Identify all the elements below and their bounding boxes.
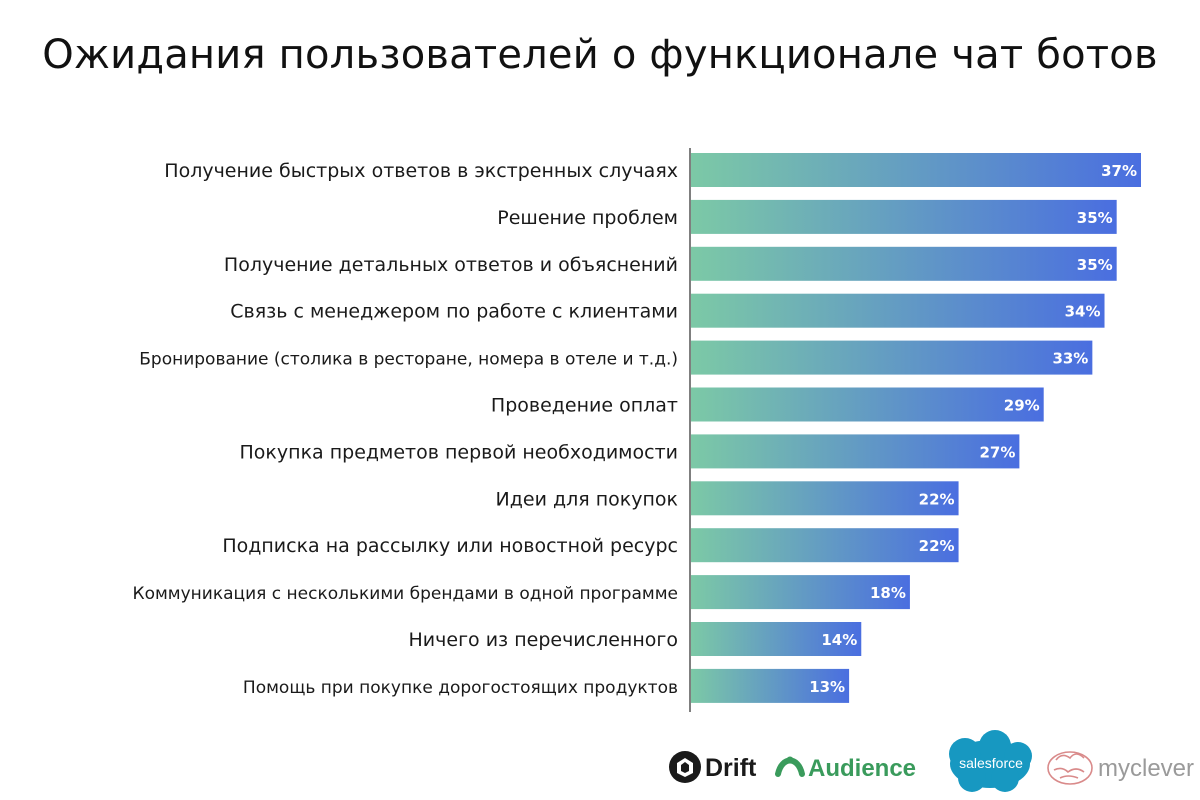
category-label-8: Идеи для покупок <box>496 488 678 510</box>
bar-value-label-7: 27% <box>979 443 1015 461</box>
category-label-4: Связь с менеджером по работе с клиентами <box>230 301 678 323</box>
bar-7 <box>691 434 1020 469</box>
bar-6 <box>691 387 1044 422</box>
category-label-3: Получение детальных ответов и объяснений <box>224 254 678 276</box>
bar-value-label-4: 34% <box>1065 303 1101 321</box>
bars-group: 37% Получение быстрых ответов в экстренны… <box>133 153 1141 703</box>
salesforce-cloud-icon <box>949 730 1032 792</box>
category-label-1: Получение быстрых ответов в экстренных с… <box>164 160 678 182</box>
chart-title: Ожидания пользователей о функционале чат… <box>42 32 1158 78</box>
salesforce-wordmark: salesforce <box>959 755 1023 771</box>
category-label-10: Коммуникация с несколькими брендами в од… <box>133 584 679 604</box>
category-label-2: Решение проблем <box>497 207 678 229</box>
bar-value-label-3: 35% <box>1077 256 1113 274</box>
partner-logos: Drift Audience salesforce myclever <box>669 730 1194 792</box>
drift-icon <box>669 751 701 783</box>
category-label-7: Покупка предметов первой необходимости <box>240 441 678 463</box>
myclever-wordmark: myclever <box>1098 755 1194 782</box>
bar-value-label-5: 33% <box>1052 350 1088 368</box>
bar-12 <box>691 668 850 703</box>
myclever-logo: myclever <box>1047 751 1194 785</box>
salesforce-logo: salesforce <box>949 730 1032 792</box>
bar-8 <box>691 481 959 516</box>
category-label-11: Ничего из перечисленного <box>409 629 678 651</box>
bar-value-label-9: 22% <box>919 537 955 555</box>
audience-wordmark: Audience <box>808 755 916 782</box>
bar-value-label-6: 29% <box>1004 397 1040 415</box>
bar-3 <box>691 246 1117 281</box>
brain-icon <box>1047 751 1093 785</box>
bar-value-label-2: 35% <box>1077 209 1113 227</box>
category-label-6: Проведение оплат <box>491 395 678 417</box>
category-label-12: Помощь при покупке дорогостоящих продукт… <box>243 678 678 698</box>
bar-value-label-11: 14% <box>821 631 857 649</box>
audience-logo: Audience <box>775 755 916 782</box>
bar-9 <box>691 528 959 563</box>
bar-value-label-12: 13% <box>809 678 845 696</box>
bar-value-label-8: 22% <box>919 490 955 508</box>
bar-4 <box>691 293 1105 328</box>
bar-value-label-1: 37% <box>1101 162 1137 180</box>
bar-11 <box>691 622 862 656</box>
drift-logo: Drift <box>669 751 757 783</box>
category-label-9: Подписка на рассылку или новостной ресур… <box>222 535 678 557</box>
drift-wordmark: Drift <box>705 754 757 782</box>
bar-10 <box>691 575 910 610</box>
bar-5 <box>691 340 1093 375</box>
bar-2 <box>691 199 1117 234</box>
category-label-5: Бронирование (столика в ресторане, номер… <box>139 350 678 370</box>
bar-1 <box>691 153 1141 187</box>
bar-value-label-10: 18% <box>870 584 906 602</box>
